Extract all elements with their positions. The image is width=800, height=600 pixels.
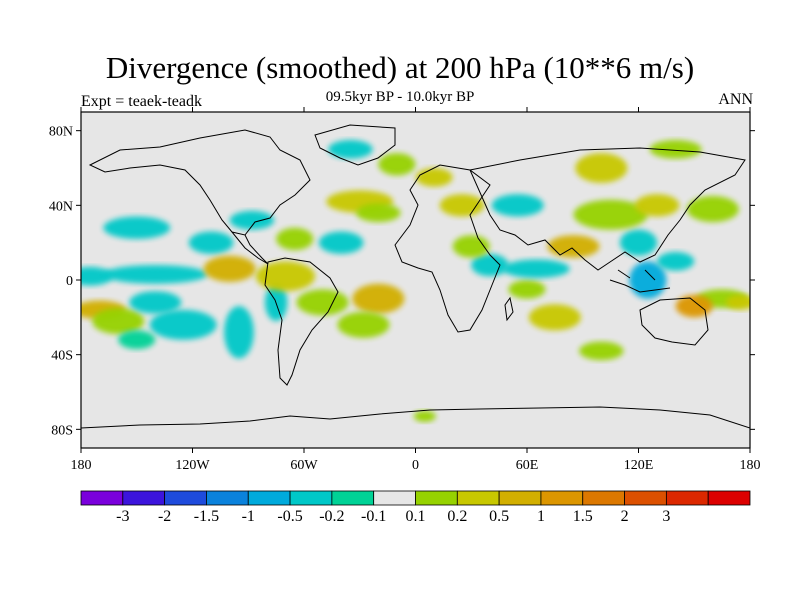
field-region (619, 229, 658, 256)
field-region (657, 252, 695, 271)
colorbar-label: 3 (662, 508, 670, 525)
field-region (149, 309, 217, 340)
coastline-australia (639, 297, 709, 346)
field-region (328, 140, 373, 159)
field-region (276, 227, 314, 251)
divergence-field (81, 140, 750, 422)
field-region (686, 196, 739, 223)
lon-tick-label: 180 (71, 458, 92, 473)
field-region (573, 199, 648, 230)
field-region (575, 153, 628, 183)
coastline-antarctica (81, 406, 750, 429)
colorbar-label: -1 (242, 508, 255, 525)
lon-tick-label: 60W (290, 458, 318, 473)
colorbar-label: -0.1 (361, 508, 386, 525)
colorbar-swatch (456, 490, 500, 506)
field-region (491, 194, 544, 217)
field-region (103, 265, 208, 284)
colorbar-swatch (540, 490, 584, 506)
colorbar-swatch (247, 490, 291, 506)
colorbar-swatch (582, 490, 625, 506)
field-region (634, 194, 680, 217)
colorbar-swatch (122, 490, 166, 506)
field-region (378, 153, 416, 176)
colorbar-label: -0.2 (319, 508, 344, 525)
colorbar-swatch (289, 490, 333, 506)
coastline-europe-africa (394, 164, 501, 333)
colorbar-label: -0.5 (277, 508, 302, 525)
colorbar-label: 0.1 (406, 508, 426, 525)
field-region (471, 253, 509, 277)
field-region (502, 259, 570, 279)
coastline-madagascar (504, 296, 514, 322)
colorbar-label: 0.5 (489, 508, 509, 525)
field-region (318, 231, 364, 254)
colorbar-label: 1.5 (573, 508, 593, 525)
lon-tick-label: 180 (740, 458, 761, 473)
coastline-asia (469, 147, 746, 271)
field-region (188, 231, 234, 254)
colorbar-label: 1 (537, 508, 545, 525)
colorbar: -3 -2 -1.5 -1 -0.5 -0.2 -0.1 0.1 0.2 0.5 1 1.5 2 3 (80, 490, 751, 525)
field-region (415, 168, 453, 187)
field-region (224, 306, 254, 359)
lon-tick-label: 0 (412, 458, 419, 473)
field-region (649, 140, 702, 159)
lon-tick-label: 120E (624, 458, 654, 473)
map-axes: 80N 40N 0 40S 80S 180 120W 60W 0 60E 120E 180 (49, 107, 761, 473)
colorbar-swatch (80, 490, 124, 506)
colorbar-swatch (164, 490, 207, 506)
colorbar-swatch (498, 490, 542, 506)
colorbar-swatch (665, 490, 709, 506)
colorbar-label: 2 (621, 508, 629, 525)
field-region (229, 210, 275, 230)
field-region (92, 308, 145, 335)
lon-tick-label: 120W (175, 458, 210, 473)
lat-tick-label: 80S (51, 423, 73, 438)
colorbar-swatch (624, 490, 667, 506)
colorbar-label: 0.2 (447, 508, 467, 525)
field-region (579, 341, 624, 361)
lat-tick-label: 80N (49, 125, 73, 140)
field-region (337, 311, 390, 338)
colorbar-label: -3 (116, 508, 129, 525)
coastline-south-america (264, 257, 339, 386)
field-region (439, 194, 485, 217)
lat-tick-label: 40S (51, 349, 73, 364)
lat-tick-label: 40N (49, 199, 73, 214)
field-region (508, 280, 546, 299)
lat-tick-label: 0 (66, 274, 73, 289)
colorbar-swatch (373, 490, 416, 506)
field-region (528, 304, 581, 331)
coastlines (81, 124, 750, 429)
field-region (203, 255, 256, 282)
field-region (725, 294, 750, 310)
field-region (118, 330, 156, 350)
season-label: ANN (718, 91, 753, 108)
colorbar-swatch (415, 490, 458, 506)
field-region (356, 203, 401, 223)
experiment-label: Expt = teaek-teadk (81, 93, 202, 110)
colorbar-label: -1.5 (194, 508, 219, 525)
field-region (81, 266, 113, 286)
lon-tick-label: 60E (516, 458, 539, 473)
field-region (675, 294, 713, 318)
field-region (547, 235, 600, 258)
colorbar-swatch (206, 490, 249, 506)
field-region (296, 289, 349, 316)
colorbar-swatch (707, 490, 751, 506)
colorbar-label: -2 (158, 508, 171, 525)
time-range-subtitle: 09.5kyr BP - 10.0kyr BP (325, 89, 475, 105)
field-region (103, 216, 171, 239)
field-region (129, 291, 182, 314)
field-region (255, 261, 316, 292)
coastline-north-america (88, 129, 311, 236)
coastline-indonesia (609, 269, 671, 293)
colorbar-swatch (331, 490, 375, 506)
coastline-greenland (314, 124, 396, 166)
field-region (352, 283, 405, 314)
field-region (413, 410, 436, 422)
plot-title: Divergence (smoothed) at 200 hPa (10**6 … (105, 50, 695, 85)
